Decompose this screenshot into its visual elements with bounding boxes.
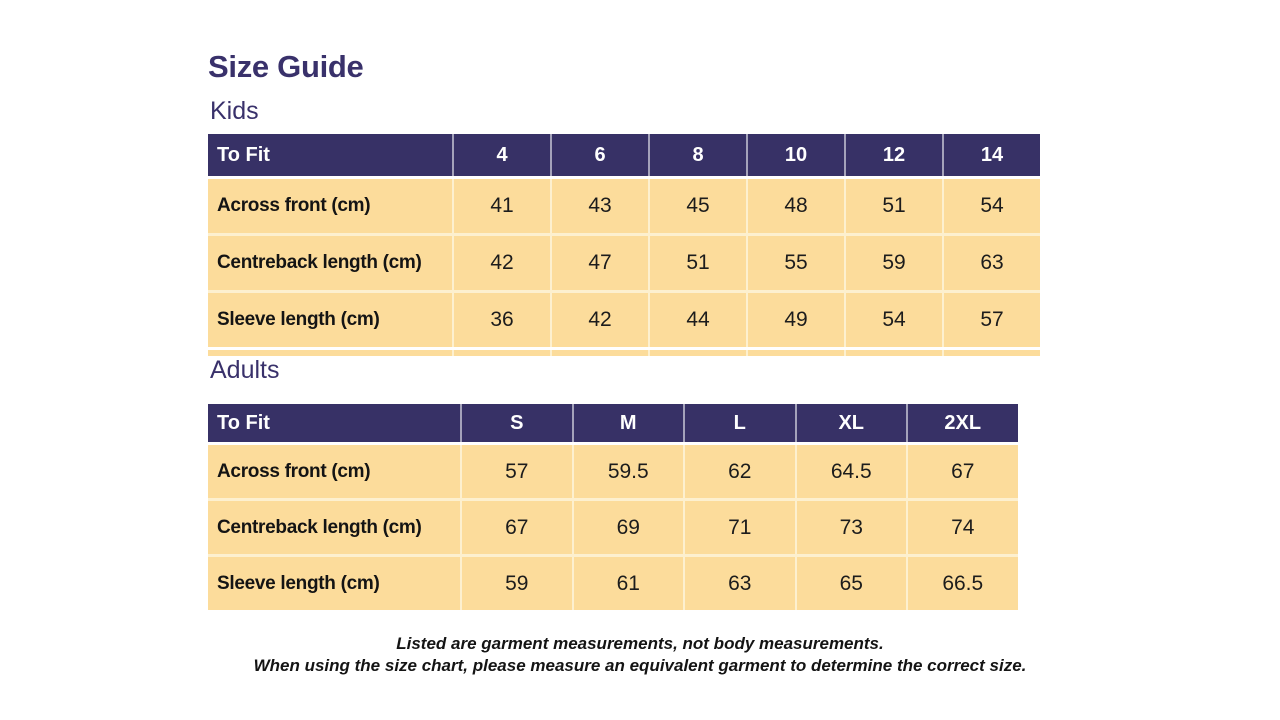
value-cell: 67 [906, 445, 1018, 498]
page-title: Size Guide [208, 49, 364, 84]
value-cell: 59.5 [571, 445, 684, 498]
footnote-line-2: When using the size chart, please measur… [253, 656, 1027, 675]
value-cell: 54 [844, 293, 942, 347]
kids-header-size: 8 [648, 134, 746, 176]
value-cell: 51 [648, 236, 746, 290]
value-cell: 63 [942, 236, 1040, 290]
adults-header-size: M [571, 404, 684, 442]
row-label: Across front (cm) [217, 195, 371, 216]
row-label: Sleeve length (cm) [217, 572, 380, 594]
value-cell: 64.5 [794, 445, 907, 498]
value-cell: 44 [648, 293, 746, 347]
value-cell: 59 [844, 236, 942, 290]
value-cell: 36 [452, 293, 550, 347]
value-cell: 57 [942, 293, 1040, 347]
row-label: Across front (cm) [217, 460, 371, 482]
value-cell: 42 [550, 293, 648, 347]
kids-row-sleeve-length: Sleeve length (cm) 36 42 44 49 54 57 [208, 290, 1040, 347]
kids-header-size: 12 [844, 134, 942, 176]
value-cell: 59 [460, 557, 572, 610]
kids-header-to-fit: To Fit [217, 143, 270, 166]
value-cell: 66.5 [906, 557, 1018, 610]
value-cell: 62 [683, 445, 795, 498]
value-cell: 67 [460, 501, 572, 554]
value-cell: 51 [844, 179, 942, 233]
kids-header-size: 10 [746, 134, 844, 176]
kids-row-across-front: Across front (cm) 41 43 45 48 51 54 [208, 176, 1040, 233]
adults-header-to-fit: To Fit [217, 411, 270, 434]
adults-header-size: L [683, 404, 795, 442]
adults-header-size: 2XL [906, 404, 1018, 442]
adults-header-size: XL [794, 404, 907, 442]
kids-row-centreback-length: Centreback length (cm) 42 47 51 55 59 63 [208, 233, 1040, 290]
kids-header-row: To Fit 4 6 8 10 12 14 [208, 134, 1040, 176]
row-label: Centreback length (cm) [217, 252, 422, 273]
measurement-footnote: Listed are garment measurements, not bod… [0, 633, 1280, 677]
value-cell: 42 [452, 236, 550, 290]
adults-row-sleeve-length: Sleeve length (cm) 59 61 63 65 66.5 [208, 554, 1018, 610]
value-cell: 63 [683, 557, 795, 610]
value-cell: 71 [683, 501, 795, 554]
kids-header-size: 4 [452, 134, 550, 176]
adults-row-across-front: Across front (cm) 57 59.5 62 64.5 67 [208, 442, 1018, 498]
footnote-line-1: Listed are garment measurements, not bod… [396, 634, 884, 653]
kids-section-label: Kids [210, 97, 259, 125]
value-cell: 73 [794, 501, 907, 554]
value-cell: 65 [794, 557, 907, 610]
clipped-row-strip [208, 350, 1040, 356]
value-cell: 54 [942, 179, 1040, 233]
kids-header-size: 14 [942, 134, 1040, 176]
value-cell: 47 [550, 236, 648, 290]
kids-header-size: 6 [550, 134, 648, 176]
value-cell: 69 [571, 501, 684, 554]
value-cell: 45 [648, 179, 746, 233]
adults-header-size: S [460, 404, 572, 442]
adults-section-label: Adults [210, 356, 280, 384]
value-cell: 41 [452, 179, 550, 233]
value-cell: 49 [746, 293, 844, 347]
adults-size-table: To Fit S M L XL 2XL Across front (cm) 57… [208, 404, 1018, 610]
value-cell: 61 [571, 557, 684, 610]
row-label: Centreback length (cm) [217, 516, 422, 538]
value-cell: 43 [550, 179, 648, 233]
adults-row-centreback-length: Centreback length (cm) 67 69 71 73 74 [208, 498, 1018, 554]
kids-size-table: To Fit 4 6 8 10 12 14 Across front (cm) … [208, 134, 1040, 347]
value-cell: 74 [906, 501, 1018, 554]
value-cell: 48 [746, 179, 844, 233]
adults-header-row: To Fit S M L XL 2XL [208, 404, 1018, 442]
value-cell: 57 [460, 445, 572, 498]
row-label: Sleeve length (cm) [217, 309, 380, 330]
value-cell: 55 [746, 236, 844, 290]
